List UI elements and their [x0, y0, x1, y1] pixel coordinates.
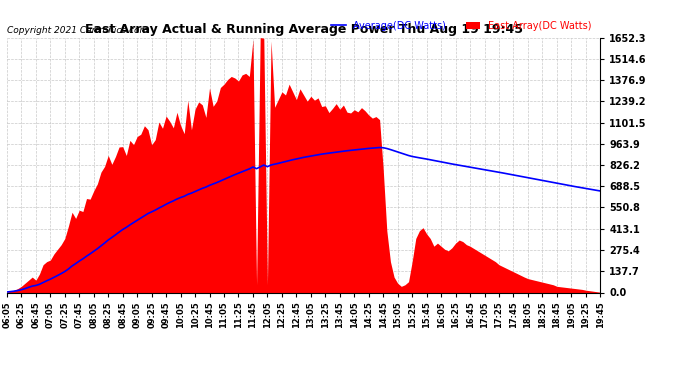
Average(DC Watts) — [466, 165, 474, 169]
Title: East Array Actual & Running Average Power Thu Aug 19 19:45: East Array Actual & Running Average Powe… — [85, 23, 522, 36]
Legend: Average(DC Watts), East Array(DC Watts): Average(DC Watts), East Array(DC Watts) — [327, 17, 595, 34]
Average(DC Watts) — [408, 154, 416, 159]
Line: Average(DC Watts): Average(DC Watts) — [7, 147, 600, 292]
Average(DC Watts) — [3, 290, 11, 294]
Average(DC Watts) — [220, 177, 228, 182]
Average(DC Watts) — [375, 145, 384, 150]
Text: Copyright 2021 Cartronics.com: Copyright 2021 Cartronics.com — [7, 26, 148, 35]
Average(DC Watts) — [61, 269, 69, 274]
Average(DC Watts) — [21, 286, 29, 291]
Average(DC Watts) — [596, 189, 604, 193]
Average(DC Watts) — [72, 261, 80, 266]
